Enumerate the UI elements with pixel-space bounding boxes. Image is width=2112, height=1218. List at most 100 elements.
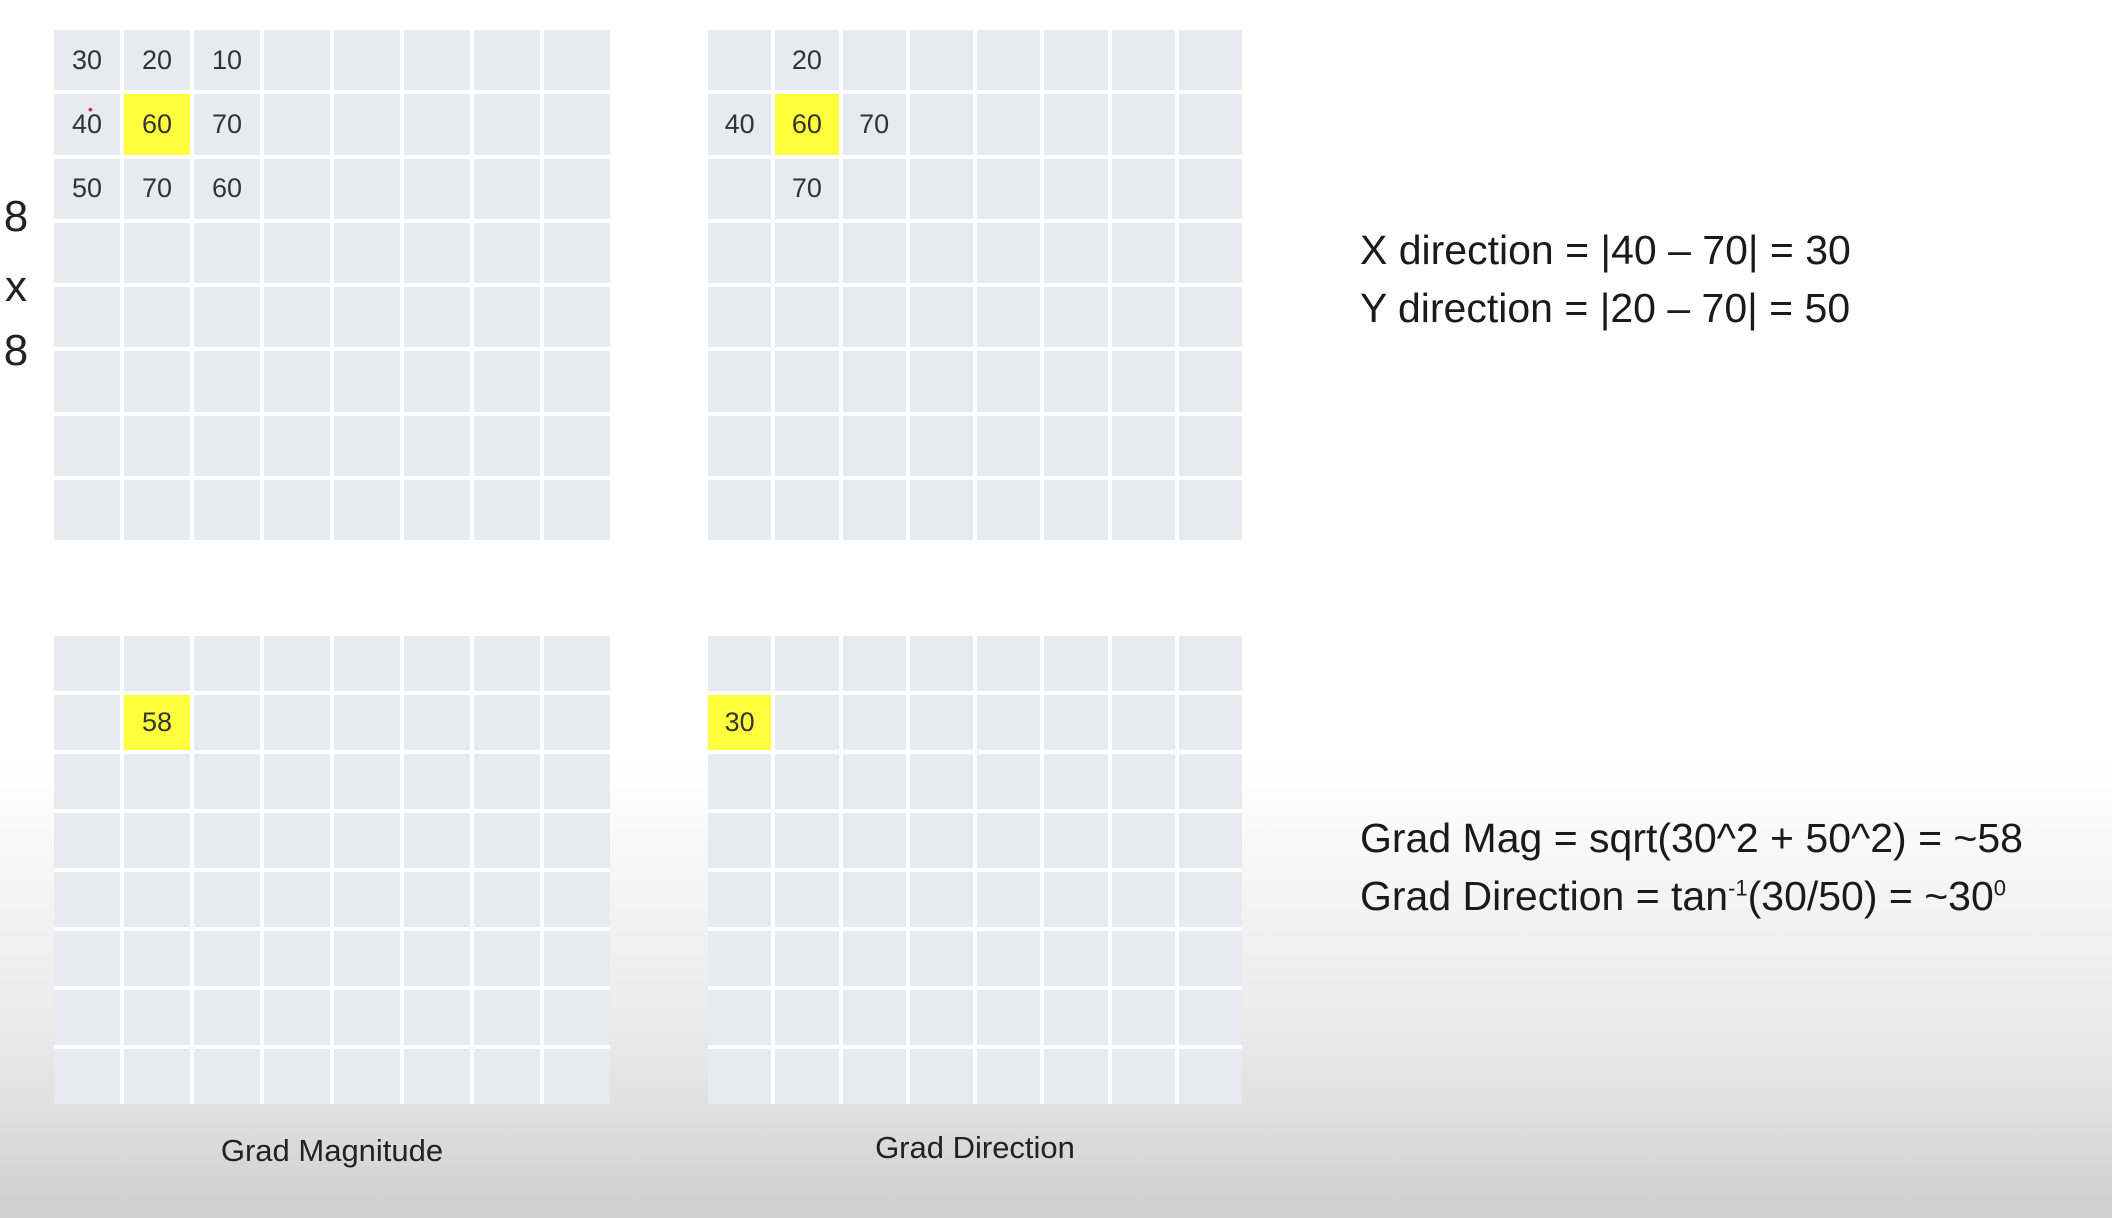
degree-superscript: 0	[1993, 875, 2007, 901]
grid-cell	[334, 158, 400, 219]
grid-cell	[1178, 158, 1242, 219]
grid-cell	[334, 415, 400, 476]
grid-cell	[1044, 813, 1108, 868]
grid-cell	[1044, 94, 1108, 155]
grid-cell	[1111, 287, 1175, 348]
grid-cell	[334, 636, 400, 691]
center-cell-highlighted: 60	[775, 94, 839, 155]
grid-cell	[977, 872, 1041, 927]
grid-cell	[334, 872, 400, 927]
grad-direction-grid: 30	[708, 636, 1242, 1104]
grid-cell	[842, 813, 906, 868]
grid-cell	[544, 415, 610, 476]
cell-r1c3: 10	[194, 30, 260, 91]
grid-cell	[264, 754, 330, 809]
grid-cell	[334, 754, 400, 809]
grid-cell	[334, 931, 400, 986]
grid-cell	[334, 813, 400, 868]
grid-cell	[544, 30, 610, 91]
grid-cell	[775, 479, 839, 540]
grid-cell	[842, 158, 906, 219]
grid-cell	[842, 754, 906, 809]
grid-cell	[775, 990, 839, 1045]
grad-direction-value-cell: 30	[708, 695, 772, 750]
grid-cell	[54, 415, 120, 476]
x-direction-equation: X direction = |40 – 70| = 30	[1360, 227, 1851, 273]
grid-cell	[842, 931, 906, 986]
grid-cell	[842, 222, 906, 283]
grid-cell	[1111, 813, 1175, 868]
grid-cell	[1044, 351, 1108, 412]
grid-cell	[54, 351, 120, 412]
grid-cell	[775, 415, 839, 476]
grid-cell	[124, 872, 190, 927]
caption-grad-magnitude: Grad Magnitude	[220, 1133, 444, 1168]
grid-cell	[708, 872, 772, 927]
grid-cell	[977, 695, 1041, 750]
grid-cell	[334, 287, 400, 348]
grid-cell	[194, 287, 260, 348]
grid-cell	[977, 158, 1041, 219]
grid-cell	[544, 636, 610, 691]
grid-cell	[909, 222, 973, 283]
grid-cell	[1178, 754, 1242, 809]
grid-cell	[124, 813, 190, 868]
grid-cell	[708, 1049, 772, 1104]
grid-cell	[54, 695, 120, 750]
grid-cell	[909, 754, 973, 809]
grid-cell	[264, 990, 330, 1045]
grid-cell	[474, 636, 540, 691]
grid-cell	[544, 94, 610, 155]
grid-cell	[1178, 287, 1242, 348]
grid-cell	[334, 479, 400, 540]
grid-cell	[264, 287, 330, 348]
grid-cell	[1111, 94, 1175, 155]
grid-cell	[775, 351, 839, 412]
grid-cell	[194, 222, 260, 283]
grid-cell	[404, 30, 470, 91]
grid-cell	[842, 351, 906, 412]
grid-cell	[54, 222, 120, 283]
grid-cell	[124, 990, 190, 1045]
dimension-label-8-bottom: 8	[3, 326, 29, 375]
grid-cell	[264, 636, 330, 691]
grid-cell	[1178, 415, 1242, 476]
grid-cell	[474, 30, 540, 91]
grid-cell	[842, 479, 906, 540]
grid-cell	[909, 813, 973, 868]
grid-cell	[334, 94, 400, 155]
grid-cell	[404, 695, 470, 750]
grid-cell	[334, 990, 400, 1045]
grid-cell	[708, 479, 772, 540]
grid-cell	[334, 30, 400, 91]
grid-cell	[1178, 990, 1242, 1045]
grid-cell	[54, 287, 120, 348]
grid-cell	[54, 754, 120, 809]
marker-dot-icon: •	[88, 101, 93, 118]
grid-cell	[544, 990, 610, 1045]
grid-cell	[474, 872, 540, 927]
grid-cell	[404, 222, 470, 283]
grid-cell	[1111, 872, 1175, 927]
cell-r2c3: 70	[194, 94, 260, 155]
grid-cell	[1111, 30, 1175, 91]
grid-cell	[544, 754, 610, 809]
grid-cell	[977, 636, 1041, 691]
grid-cell	[124, 287, 190, 348]
grid-cell	[544, 222, 610, 283]
grad-mag-equation: Grad Mag = sqrt(30^2 + 50^2) = ~58	[1360, 815, 2023, 861]
grid-cell	[708, 931, 772, 986]
grid-cell	[264, 479, 330, 540]
grid-cell	[404, 754, 470, 809]
grid-cell	[264, 30, 330, 91]
grid-cell	[1111, 415, 1175, 476]
grid-cell	[474, 990, 540, 1045]
grid-cell	[1111, 351, 1175, 412]
grid-cell	[1111, 1049, 1175, 1104]
grid-cell	[977, 990, 1041, 1045]
grid-cell	[775, 754, 839, 809]
grid-cell	[264, 94, 330, 155]
grid-cell	[708, 222, 772, 283]
grid-cell	[194, 351, 260, 412]
grid-cell	[404, 931, 470, 986]
